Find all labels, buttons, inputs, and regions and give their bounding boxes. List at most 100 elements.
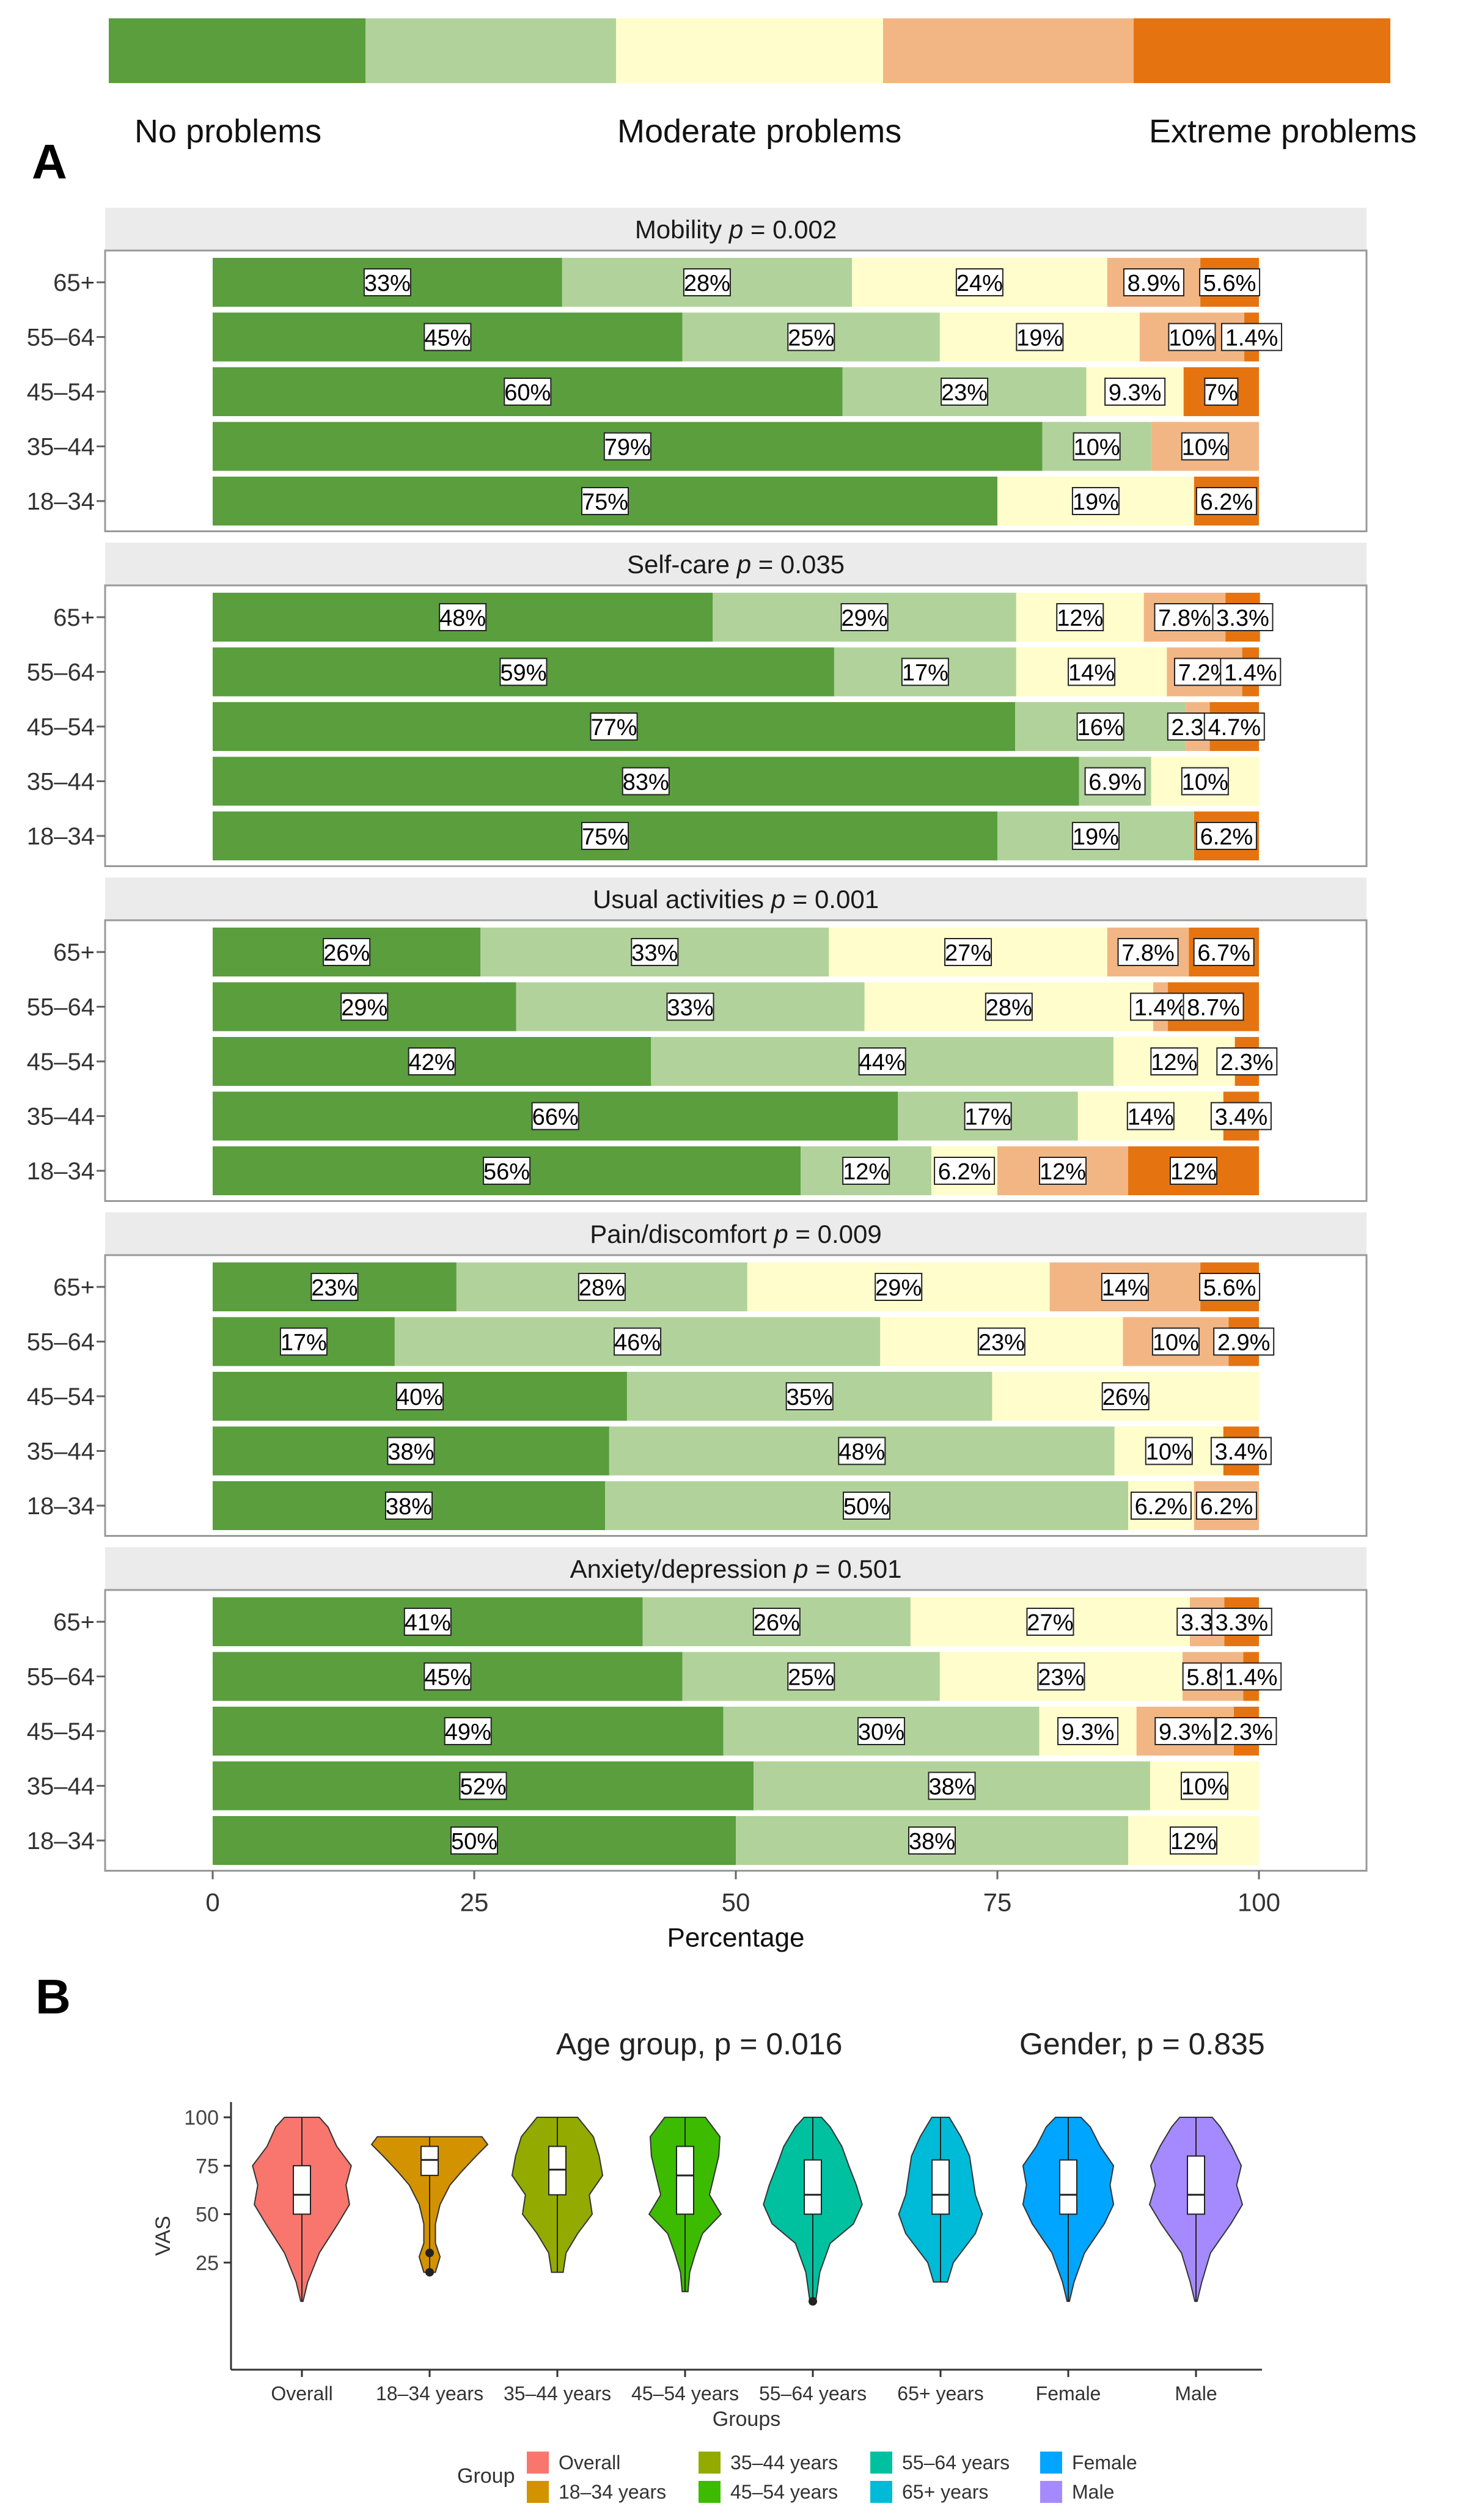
data-label-box — [1101, 1382, 1150, 1410]
data-label: 27% — [1027, 1610, 1073, 1636]
data-label: 19% — [1073, 824, 1119, 850]
data-label-box — [944, 938, 992, 966]
data-label: 6.9% — [1088, 770, 1142, 796]
y-tick-label: 35–44 — [27, 769, 95, 796]
data-label: 6.7% — [1197, 940, 1250, 966]
severity-color-scale — [109, 18, 1390, 83]
data-label-box — [977, 1327, 1025, 1356]
violin-55-64-years: 55–64 years — [759, 2117, 867, 2405]
x-tick-label: Overall — [271, 2383, 332, 2405]
data-label-box — [1154, 1717, 1216, 1745]
data-label: 3.3% — [1215, 1610, 1268, 1636]
data-label-box — [279, 1327, 328, 1356]
data-label-box — [875, 1273, 923, 1301]
data-label-box — [1170, 1157, 1217, 1185]
data-label: 14% — [1102, 1275, 1148, 1301]
data-label-box — [1037, 1662, 1085, 1691]
data-label: 28% — [579, 1275, 625, 1301]
data-label-box — [622, 767, 670, 796]
data-label: 12% — [1170, 1159, 1217, 1185]
data-label: 49% — [445, 1720, 491, 1745]
data-label: 45% — [424, 1665, 471, 1691]
data-label-box — [683, 268, 731, 296]
outlier-point — [425, 2268, 434, 2277]
data-label: 8.9% — [1128, 271, 1181, 296]
facet-p-symbol: p — [728, 215, 743, 244]
data-label-box — [752, 1608, 801, 1636]
data-label-box — [424, 1662, 472, 1691]
data-label: 7% — [1205, 380, 1238, 406]
data-label-box — [1076, 712, 1124, 741]
y-tick-label: 65+ — [53, 1609, 95, 1636]
data-label-box — [1181, 432, 1229, 461]
violin-female: Female — [1022, 2117, 1115, 2405]
data-label: 3.4% — [1215, 1105, 1268, 1130]
data-label: 9.3% — [1062, 1720, 1115, 1745]
data-label-box — [1039, 1157, 1087, 1185]
data-label: 41% — [405, 1610, 451, 1636]
data-label-box — [1213, 1327, 1275, 1356]
legend-label: 65+ years — [902, 2481, 988, 2503]
data-label-box — [901, 657, 949, 686]
data-label: 26% — [323, 940, 370, 966]
data-label-box — [964, 1102, 1012, 1130]
facet-p-symbol: p — [736, 550, 751, 579]
data-label: 38% — [387, 1440, 434, 1465]
data-label: 16% — [1077, 715, 1124, 741]
data-label: 26% — [754, 1610, 800, 1636]
data-label: 23% — [1038, 1665, 1084, 1691]
outlier-point — [425, 2248, 434, 2257]
data-label-box — [908, 1826, 956, 1855]
scale-label-extreme-problems: Extreme problems — [1149, 113, 1417, 150]
scale-swatch-3 — [616, 18, 883, 83]
data-label-box — [385, 1492, 433, 1520]
data-label-box — [1181, 767, 1229, 796]
data-label-box — [1180, 1771, 1228, 1800]
scale-swatch-5 — [1134, 18, 1390, 83]
y-axis-title: VAS — [152, 2216, 175, 2256]
iqr-box — [931, 2159, 950, 2215]
facet-self-care: Self-care p = 0.035 65+ 48% 29% 12% 7.8% 3.3% 5… — [27, 543, 1368, 867]
data-label: 23% — [978, 1330, 1025, 1356]
legend-label: Male — [1072, 2481, 1114, 2503]
data-label: 28% — [986, 995, 1032, 1021]
data-label-box — [1073, 432, 1121, 461]
y-tick-label: 100 — [184, 2106, 219, 2130]
facet-p-value: = 0.009 — [788, 1220, 882, 1248]
data-label: 8.7% — [1187, 995, 1240, 1021]
x-tick-label: 35–44 years — [504, 2383, 611, 2405]
y-tick-label: 55–64 — [27, 994, 95, 1021]
data-label-box — [1123, 268, 1184, 296]
data-label-box — [1168, 323, 1216, 351]
data-label: 33% — [667, 995, 713, 1021]
y-tick-label: 45–54 — [27, 714, 95, 741]
y-tick-label: 18–34 — [27, 1493, 95, 1520]
data-label: 10% — [1182, 770, 1228, 796]
y-tick-label: 35–44 — [27, 1104, 95, 1130]
data-label-box — [323, 938, 371, 966]
data-label-box — [1026, 1608, 1074, 1636]
data-label-box — [590, 712, 638, 741]
y-tick-label: 25 — [196, 2252, 219, 2275]
data-label: 23% — [941, 380, 988, 406]
legend-label: Overall — [559, 2452, 620, 2474]
data-label: 12% — [1040, 1159, 1086, 1185]
violin-35-44-years: 35–44 years — [504, 2117, 611, 2405]
data-label: 52% — [460, 1775, 507, 1800]
facet-name: Usual activities — [593, 885, 771, 914]
group-legend: Group Overall 18–34 years 35–44 years 45–54 … — [457, 2452, 1137, 2503]
legend-label: 55–64 years — [902, 2452, 1010, 2474]
data-label: 48% — [439, 606, 486, 631]
x-tick-label: 100 — [1238, 1888, 1280, 1917]
facet-name: Pain/discomfort — [590, 1220, 774, 1248]
data-label-box — [439, 603, 487, 631]
iqr-box — [676, 2145, 694, 2215]
data-label-box — [1151, 1327, 1200, 1356]
facet-strip — [105, 208, 1366, 251]
data-label: 26% — [1102, 1385, 1149, 1410]
x-tick-label: Female — [1036, 2383, 1101, 2405]
data-label-box — [1084, 767, 1146, 796]
violin-18-34-years: 18–34 years — [370, 2136, 489, 2405]
data-label-box — [483, 1157, 531, 1185]
y-tick-label: 35–44 — [27, 1438, 95, 1465]
